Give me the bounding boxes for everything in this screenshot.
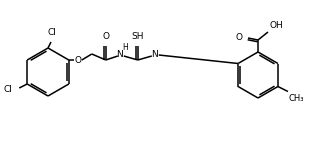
Text: N: N [152,49,158,59]
Text: OH: OH [270,21,284,30]
Text: CH₃: CH₃ [289,93,304,103]
Text: Cl: Cl [48,28,56,37]
Text: Cl: Cl [4,84,13,93]
Text: N: N [117,49,123,59]
Text: SH: SH [132,32,144,41]
Text: O: O [74,56,81,64]
Text: O: O [236,32,243,41]
Text: O: O [102,32,109,41]
Text: H: H [122,43,128,52]
